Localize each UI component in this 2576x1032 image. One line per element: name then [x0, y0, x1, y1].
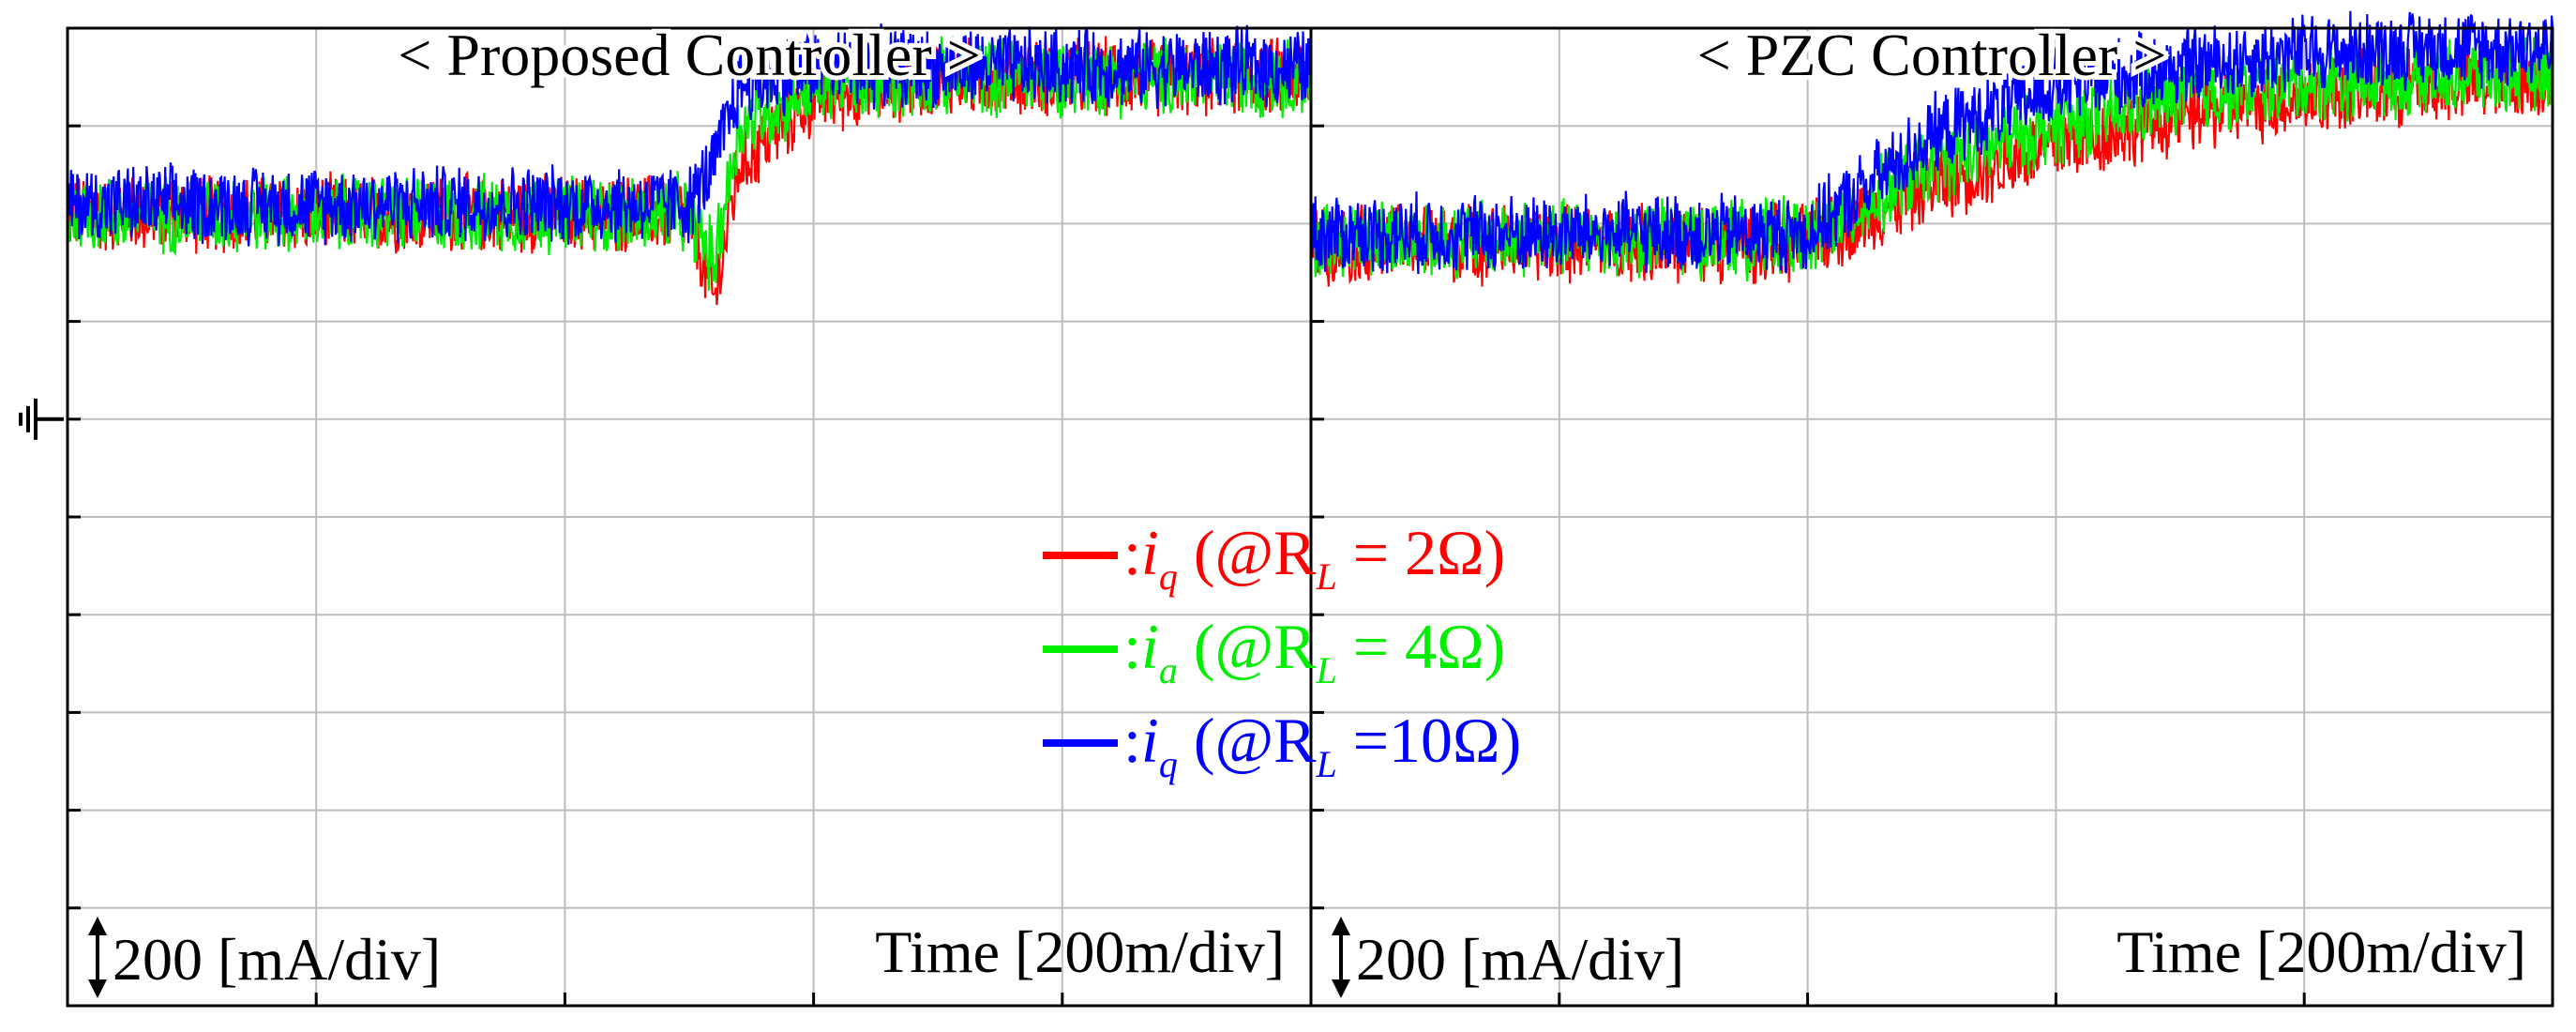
legend-label: :iq (@RL =10Ω) — [1123, 705, 1521, 785]
legend-label: :iq (@RL = 2Ω) — [1123, 517, 1505, 598]
panel-title: < PZC Controller > — [1697, 22, 2167, 88]
trace-r-l-10- — [1309, 10, 2554, 275]
legend-item: :iq (@RL = 2Ω) — [1043, 517, 1505, 598]
scope-panel-2: < PZC Controller > 200 [mA/div] Time [200m… — [1309, 10, 2554, 1008]
panel-title: < Proposed Controller > — [398, 22, 980, 88]
legend: :iq (@RL = 2Ω) :ia (@RL = 4Ω) :iq (@RL =10… — [1043, 517, 1521, 785]
time-label: Time [200m/div] — [875, 918, 1285, 985]
scale-label: 200 [mA/div] — [113, 926, 441, 993]
legend-item: :iq (@RL =10Ω) — [1043, 705, 1521, 785]
legend-item: :ia (@RL = 4Ω) — [1043, 611, 1505, 691]
time-label: Time [200m/div] — [2117, 918, 2526, 985]
scale-label: 200 [mA/div] — [1356, 926, 1684, 993]
trace-r-l-10- — [66, 23, 1313, 247]
scope-frame — [1309, 26, 2554, 1008]
ground-marker-icon — [19, 398, 64, 440]
vertical-double-arrow-icon — [1332, 917, 1350, 998]
scope-panel-1: < Proposed Controller > 200 [mA/div] Time … — [66, 17, 1313, 1008]
legend-label: :ia (@RL = 4Ω) — [1123, 611, 1505, 691]
vertical-double-arrow-icon — [88, 917, 107, 998]
